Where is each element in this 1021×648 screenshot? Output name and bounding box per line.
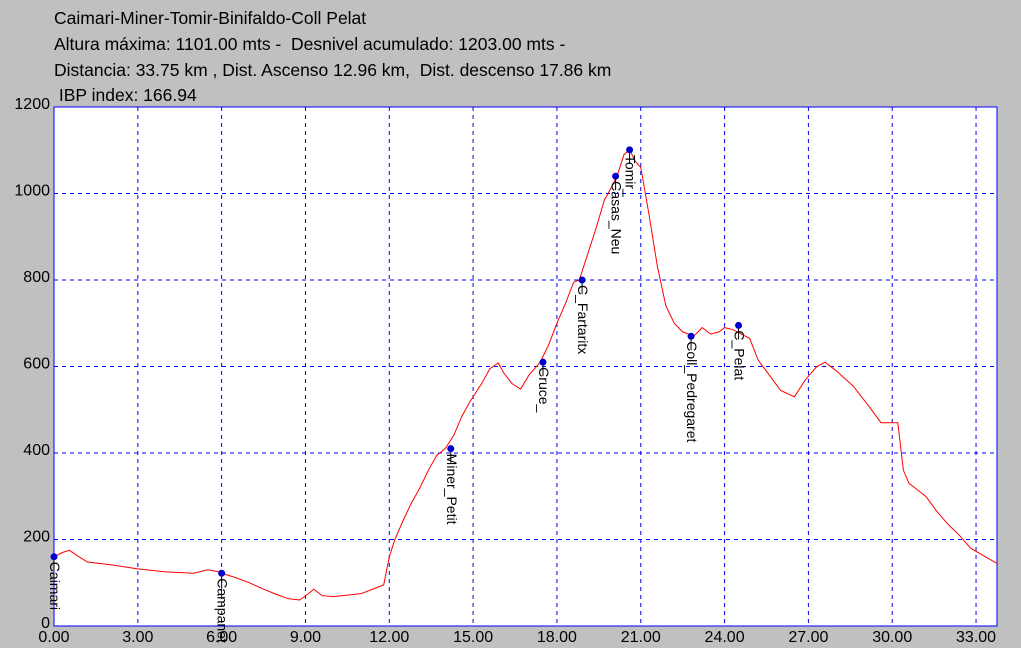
chart-title: Caimari-Miner-Tomir-Binifaldo-Coll Pelat [54,8,367,28]
y-tick-label: 0 [41,615,50,632]
y-tick-label: 400 [23,442,50,459]
waypoint-label: Casas_Neu [609,181,625,254]
elevation-line [53,149,998,601]
x-tick-label: 30.00 [872,629,912,646]
waypoint-label: Campanet [215,578,231,643]
waypoint-label: Coll_Pedregaret [684,341,700,442]
x-tick-label: 0.00 [38,629,69,646]
waypoints: Caimari Campanet Miner_Petit Cruce_ C_Fartar… [47,146,748,643]
y-tick-label: 800 [23,269,50,286]
waypoint-marker [626,146,634,154]
waypoint-label: Caimari [47,562,63,610]
y-tick-label: 1000 [14,183,50,200]
grid [54,107,997,626]
waypoint: Tomir_ [623,146,639,197]
waypoint: C_Fartaritx [575,276,591,354]
y-tick-label: 600 [23,356,50,373]
waypoint-marker [539,358,547,366]
waypoint: Miner_Petit [444,445,460,525]
x-tick-label: 33.00 [956,629,996,646]
waypoint-label: Cruce_ [536,367,552,412]
waypoint: Caimari [47,553,63,610]
waypoint-marker [218,569,226,577]
waypoint: Cruce_ [536,358,552,413]
x-tick-label: 3.00 [122,629,153,646]
y-axis: 0 200 400 600 800 1000 1200 [14,96,50,632]
x-tick-label: 9.00 [290,629,321,646]
waypoint-marker [50,553,58,561]
waypoint-marker [578,276,586,284]
distance-line: Distancia: 33.75 km , Dist. Ascenso 12.9… [54,60,612,80]
waypoint: C_Pelat [732,321,748,380]
x-tick-label: 6.00 [206,629,237,646]
waypoint-marker [687,332,695,340]
ibp-index-line: IBP index: 166.94 [54,85,197,105]
waypoint-label: C_Pelat [732,330,748,380]
waypoint: Campanet [215,569,231,643]
waypoint: Casas_Neu [609,172,625,254]
x-tick-label: 27.00 [788,629,828,646]
y-tick-label: 1200 [14,96,50,113]
x-tick-label: 21.00 [621,629,661,646]
waypoint-marker [447,445,455,453]
plot-border [53,106,998,627]
max-altitude-line: Altura máxima: 1101.00 mts - Desnivel ac… [54,34,566,54]
waypoint-marker [612,172,620,180]
x-tick-label: 15.00 [453,629,493,646]
y-tick-label: 200 [23,529,50,546]
x-tick-label: 18.00 [537,629,577,646]
waypoint-label: Tomir_ [623,155,639,197]
waypoint: Coll_Pedregaret [684,332,700,443]
x-tick-label: 24.00 [705,629,745,646]
waypoint-label: Miner_Petit [444,454,460,525]
x-axis: 0.00 3.00 6.00 9.00 12.00 15.00 18.00 21.00 24.0… [38,629,996,646]
waypoint-label: C_Fartaritx [575,285,591,354]
waypoint-marker [735,321,743,329]
x-tick-label: 12.00 [369,629,409,646]
